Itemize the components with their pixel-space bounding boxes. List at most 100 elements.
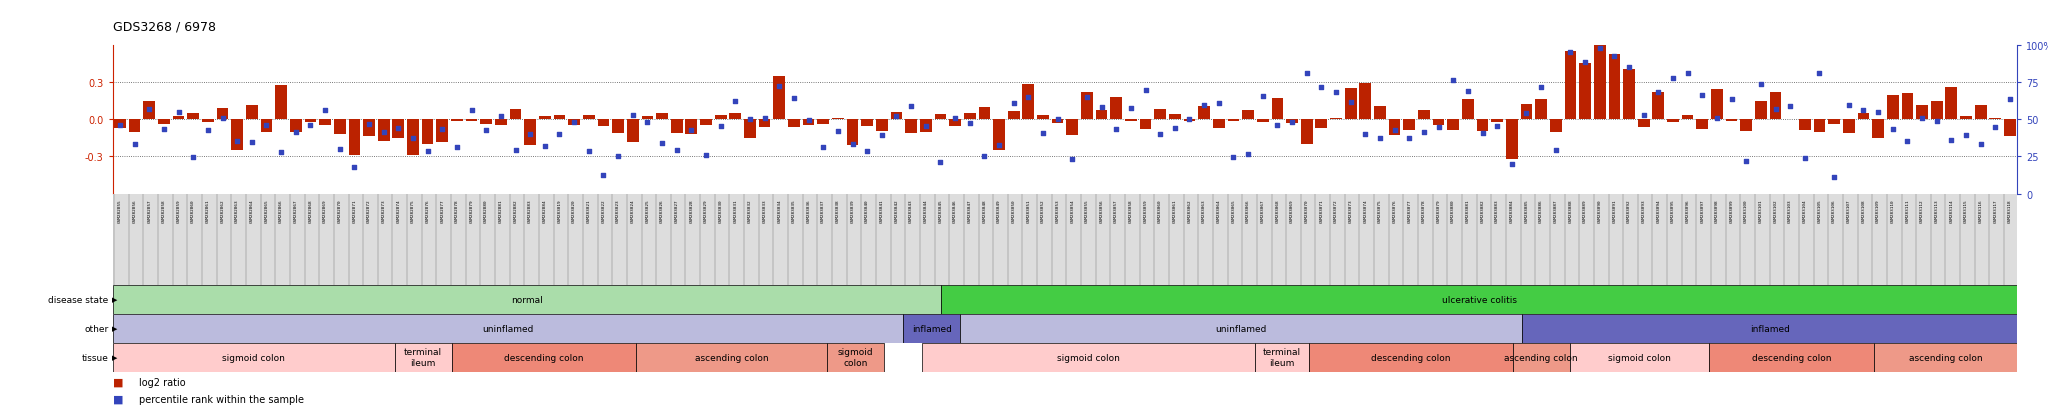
Bar [961,314,1522,343]
Bar [422,120,434,145]
Bar [965,114,975,120]
Text: ▶: ▶ [111,297,117,302]
Point [295,122,328,128]
Text: disease state: disease state [49,295,109,304]
Point [426,126,459,133]
Bar [1989,119,2001,120]
Text: ulcerative colitis: ulcerative colitis [1442,295,1518,304]
Bar [1550,120,1563,133]
Point [543,131,575,138]
Bar [1096,111,1108,120]
Point [938,115,971,122]
Bar [700,120,713,125]
Point [1305,84,1337,91]
Text: GSM283096: GSM283096 [1686,199,1690,222]
Text: GSM283086: GSM283086 [1540,199,1542,222]
Point [1686,93,1718,100]
Text: GSM282866: GSM282866 [279,199,283,222]
Text: GSM283021: GSM283021 [588,199,590,222]
Text: GSM282871: GSM282871 [352,199,356,222]
Point [1481,123,1513,130]
Bar [553,115,565,120]
Bar [1974,106,1987,120]
Text: GSM283055: GSM283055 [1085,199,1090,222]
Bar [1565,52,1577,120]
Point [193,127,225,134]
Bar [481,120,492,125]
Bar [203,120,213,123]
Text: GSM283072: GSM283072 [1333,199,1337,222]
Text: descending colon: descending colon [1751,353,1831,362]
Point [1964,141,1997,148]
Text: GSM283019: GSM283019 [557,199,561,222]
Bar [115,120,125,128]
Bar [715,116,727,120]
Text: GDS3268 / 6978: GDS3268 / 6978 [113,21,215,33]
Point [1319,89,1352,96]
Point [1509,111,1542,117]
Text: GSM282870: GSM282870 [338,199,342,222]
Text: terminal
ileum: terminal ileum [1264,348,1300,367]
Bar [377,120,389,142]
Text: GSM283091: GSM283091 [1612,199,1616,222]
Bar [758,120,770,128]
Bar [1434,120,1444,126]
Bar [1300,120,1313,145]
Bar [1522,314,2017,343]
Bar [1155,110,1165,120]
Bar [465,120,477,122]
Text: ascending colon: ascending colon [1909,353,1982,362]
Bar [637,343,827,372]
Point [1862,110,1894,116]
Point [381,126,414,132]
Point [1202,100,1235,107]
Point [602,153,635,160]
Bar [729,114,741,120]
Bar [1931,102,1944,120]
Text: GSM282858: GSM282858 [162,199,166,222]
Bar [334,120,346,135]
Text: GSM283077: GSM283077 [1407,199,1411,222]
Text: GSM283060: GSM283060 [1159,199,1161,222]
Bar [655,114,668,120]
Text: GSM282856: GSM282856 [133,199,137,222]
Point [807,145,840,151]
Bar [1569,343,1708,372]
Bar [2005,120,2015,137]
Point [162,109,195,116]
Text: GSM283062: GSM283062 [1188,199,1192,222]
Text: GSM283053: GSM283053 [1055,199,1059,222]
Text: GSM283108: GSM283108 [1862,199,1866,222]
Text: sigmoid colon: sigmoid colon [221,353,285,362]
Bar [1198,107,1210,120]
Text: GSM283107: GSM283107 [1847,199,1851,222]
Point [1671,71,1704,77]
Text: GSM282882: GSM282882 [514,199,518,222]
Bar [1536,100,1546,120]
Text: GSM283098: GSM283098 [1714,199,1718,222]
Bar [1257,120,1268,123]
Point [1350,132,1382,138]
Bar [1462,99,1475,120]
Point [983,142,1016,149]
Point [1731,158,1763,164]
Text: GSM283114: GSM283114 [1950,199,1954,222]
Text: GSM283073: GSM283073 [1350,199,1352,222]
Bar [942,285,2017,314]
Text: GSM283115: GSM283115 [1964,199,1968,222]
Bar [231,120,244,151]
Text: GSM283081: GSM283081 [1466,199,1470,222]
Bar [1329,119,1341,120]
Text: GSM283031: GSM283031 [733,199,737,222]
Text: GSM283034: GSM283034 [778,199,780,222]
Point [1466,131,1499,137]
Bar [1272,99,1284,120]
Bar [1579,64,1591,120]
Point [1819,174,1851,180]
Point [469,127,502,133]
Text: GSM283089: GSM283089 [1583,199,1587,222]
Text: GSM283113: GSM283113 [1935,199,1939,222]
Text: GSM283059: GSM283059 [1143,199,1147,222]
Bar [1667,120,1679,123]
Text: GSM283057: GSM283057 [1114,199,1118,222]
